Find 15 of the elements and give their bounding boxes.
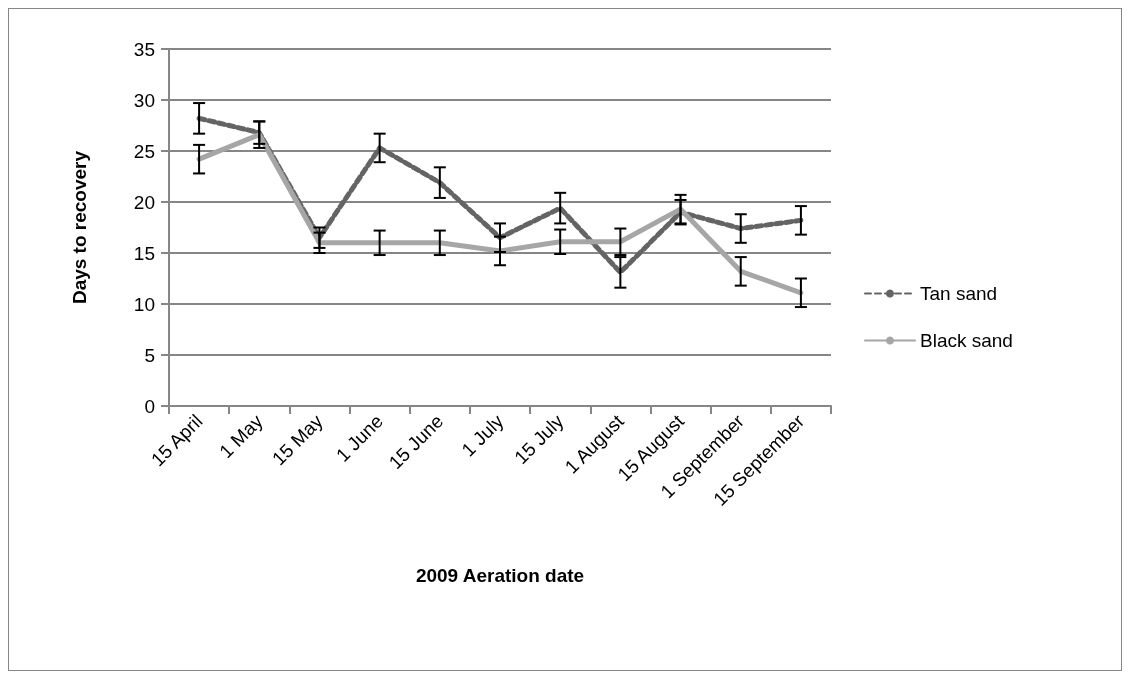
- x-tick-label: 15 May: [268, 410, 328, 470]
- y-tick-label: 20: [133, 191, 155, 213]
- y-tick-label: 15: [133, 242, 155, 264]
- y-axis-title: Days to recovery: [69, 150, 90, 305]
- x-tick-label: 1 July: [457, 410, 508, 461]
- y-tick-label: 5: [144, 344, 155, 366]
- y-tick-label: 25: [133, 140, 155, 162]
- x-axis-title: 2009 Aeration date: [415, 565, 585, 586]
- legend-label: Tan sand: [920, 283, 998, 304]
- legend-label: Black sand: [920, 330, 1013, 351]
- y-tick-label: 10: [133, 293, 155, 315]
- y-tick-label: 35: [133, 38, 155, 60]
- y-tick-label: 30: [133, 89, 155, 111]
- x-tick-label: 1 May: [215, 410, 268, 462]
- y-tick-label: 0: [144, 395, 155, 417]
